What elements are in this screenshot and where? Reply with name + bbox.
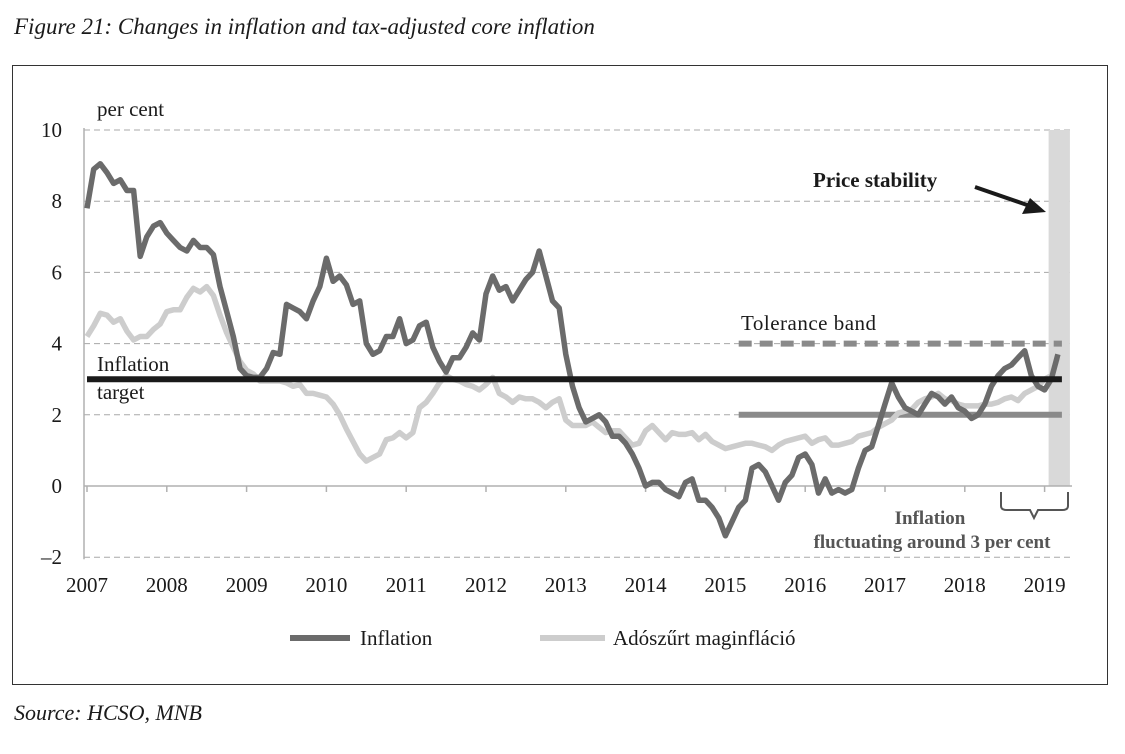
x-tick-label: 2015 — [704, 573, 746, 597]
y-tick-labels: 10 8 6 4 2 0 –2 — [40, 118, 63, 569]
gridlines — [84, 129, 1072, 558]
x-tick-label: 2007 — [66, 573, 108, 597]
y-tick-label: –2 — [40, 545, 62, 569]
tolerance-band-label: Tolerance band — [741, 311, 877, 335]
target-label-line2: target — [97, 380, 145, 404]
price-stability-shaded-region — [1048, 130, 1070, 486]
x-tick-label: 2008 — [146, 573, 188, 597]
x-tick-label: 2011 — [386, 573, 427, 597]
legend-label-core-inflation: Adószűrt maginfláció — [613, 626, 796, 650]
y-tick-label: 2 — [52, 403, 63, 427]
x-tick-label: 2019 — [1024, 573, 1066, 597]
figure-title: Figure 21: Changes in inflation and tax-… — [14, 14, 595, 39]
legend-label-inflation: Inflation — [360, 626, 433, 650]
y-tick-label: 8 — [52, 189, 63, 213]
y-tick-label: 4 — [52, 332, 63, 356]
price-stability-arrow-icon — [974, 185, 1046, 214]
source-note: Source: HCSO, MNB — [14, 700, 202, 725]
x-tick-label: 2009 — [226, 573, 268, 597]
x-tick-label: 2017 — [864, 573, 906, 597]
y-tick-label: 0 — [52, 474, 63, 498]
axes — [83, 128, 1072, 560]
x-tick-label: 2013 — [545, 573, 587, 597]
series-lines — [84, 161, 1062, 539]
x-tick-labels: 2007 2008 2009 2010 2011 2012 2013 2014 2015 2016… — [66, 573, 1066, 597]
x-tick-label: 2010 — [305, 573, 347, 597]
y-axis-label: per cent — [97, 97, 164, 121]
bracket-icon — [1000, 492, 1069, 521]
fluctuation-label-line2: fluctuating around 3 per cent — [814, 532, 1051, 553]
series-line-core-inflation — [84, 283, 1061, 464]
fluctuation-label-line1: Inflation — [895, 508, 966, 529]
legend: Inflation Adószűrt maginfláció — [290, 626, 796, 650]
x-tick-label: 2018 — [944, 573, 986, 597]
x-tick-label: 2014 — [625, 573, 668, 597]
x-tick-label: 2016 — [784, 573, 826, 597]
price-stability-label: Price stability — [813, 168, 938, 192]
y-tick-label: 10 — [41, 118, 62, 142]
x-tick-label: 2012 — [465, 573, 507, 597]
target-label-line1: Inflation — [97, 352, 170, 376]
chart-frame — [12, 65, 1108, 685]
y-tick-label: 6 — [52, 260, 63, 284]
